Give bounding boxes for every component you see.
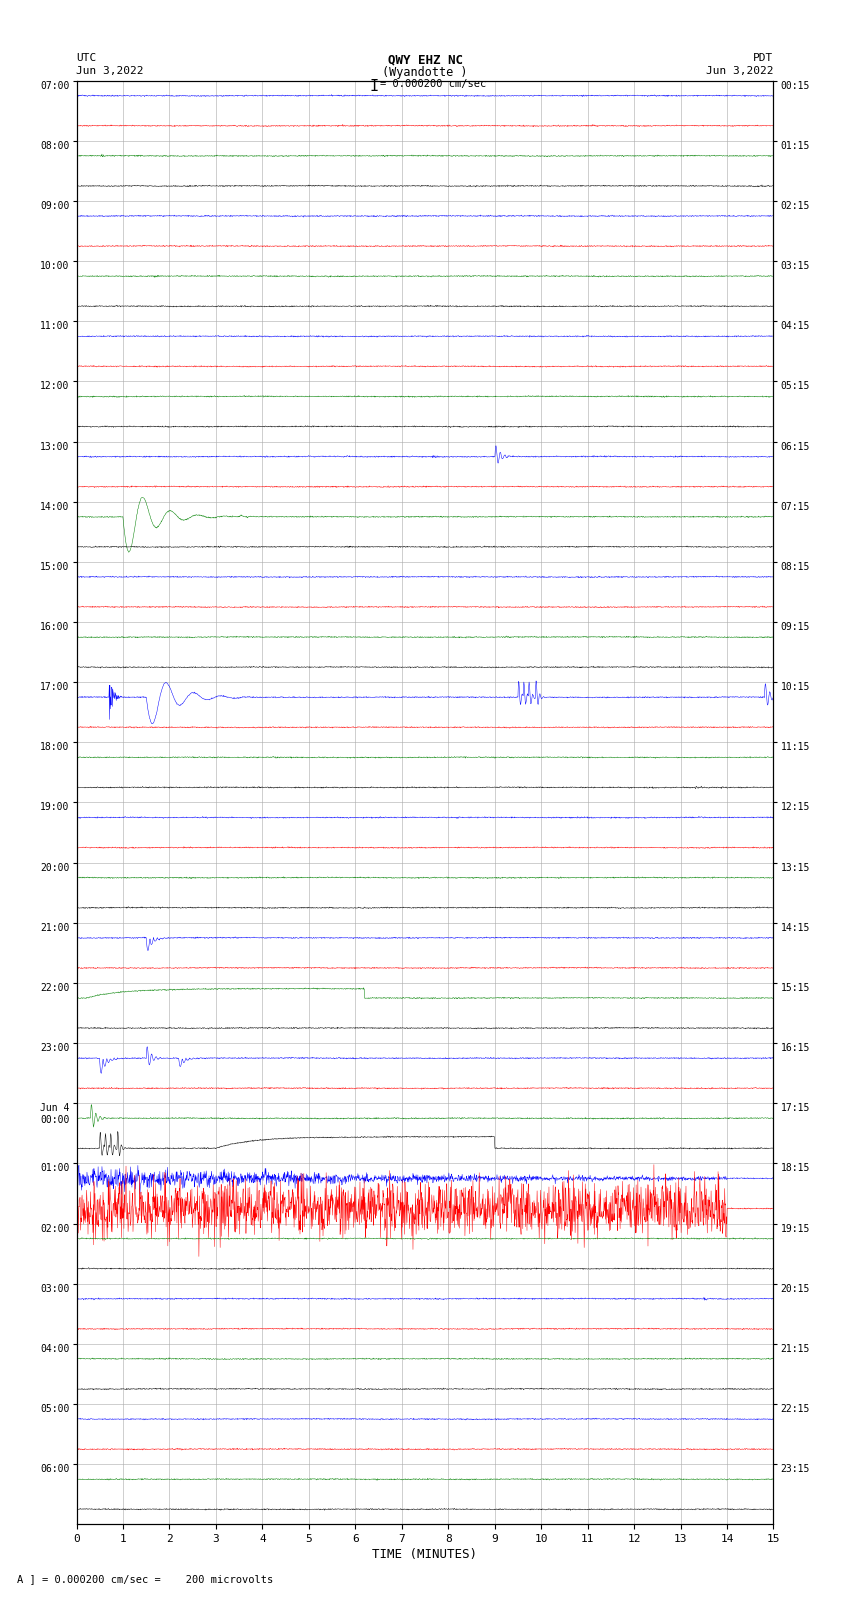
Text: I: I	[370, 79, 379, 94]
Text: A ] = 0.000200 cm/sec =    200 microvolts: A ] = 0.000200 cm/sec = 200 microvolts	[17, 1574, 273, 1584]
Text: = 0.000200 cm/sec: = 0.000200 cm/sec	[380, 79, 486, 89]
X-axis label: TIME (MINUTES): TIME (MINUTES)	[372, 1548, 478, 1561]
Text: Jun 3,2022: Jun 3,2022	[706, 66, 774, 76]
Text: UTC: UTC	[76, 53, 97, 63]
Text: PDT: PDT	[753, 53, 774, 63]
Text: QWY EHZ NC: QWY EHZ NC	[388, 53, 462, 66]
Text: (Wyandotte ): (Wyandotte )	[382, 66, 468, 79]
Text: Jun 3,2022: Jun 3,2022	[76, 66, 144, 76]
